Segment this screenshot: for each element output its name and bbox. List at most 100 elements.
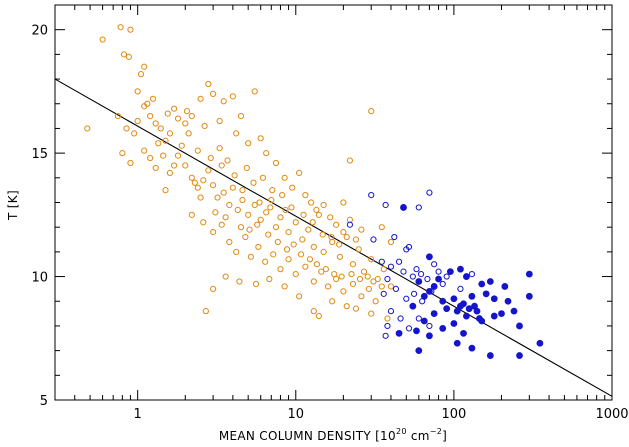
data-point-series-1 [348, 270, 355, 278]
data-point-series-1 [336, 253, 343, 260]
data-point-series-3 [435, 275, 442, 283]
data-point-series-1 [174, 152, 182, 159]
data-point-series-3 [457, 302, 464, 310]
data-point-series-1 [207, 154, 214, 162]
data-point-series-3 [516, 322, 523, 330]
data-point-series-1 [188, 174, 195, 181]
data-point-series-1 [147, 154, 154, 162]
data-point-series-3 [453, 339, 461, 347]
data-point-series-1 [131, 130, 138, 137]
data-point-series-2 [400, 268, 407, 275]
data-point-series-1 [220, 189, 227, 196]
data-point-series-1 [220, 98, 227, 105]
data-point-series-1 [277, 214, 284, 221]
data-point-series-1 [343, 233, 350, 241]
x-axis-label: MEAN COLUMN DENSITY [1020 cm−2] [219, 427, 447, 443]
data-point-series-1 [210, 182, 217, 189]
data-point-series-2 [397, 315, 404, 322]
data-point-series-1 [378, 224, 385, 231]
data-point-series-2 [392, 285, 400, 293]
data-point-series-3 [468, 292, 476, 300]
data-point-series-1 [370, 278, 377, 285]
data-point-series-1 [229, 184, 236, 191]
data-point-series-2 [378, 258, 385, 265]
data-point-series-1 [313, 206, 320, 214]
data-point-series-1 [340, 288, 347, 295]
data-point-series-1 [387, 283, 395, 290]
data-point-series-3 [409, 302, 417, 310]
data-point-series-3 [426, 287, 433, 295]
data-point-series-3 [400, 204, 407, 211]
data-point-series-1 [257, 216, 264, 223]
data-point-series-3 [415, 347, 423, 355]
data-point-series-1 [188, 112, 195, 120]
data-point-series-3 [420, 317, 428, 325]
data-point-series-1 [310, 278, 317, 285]
data-point-series-2 [415, 315, 422, 322]
data-point-series-1 [152, 164, 159, 172]
data-point-series-1 [84, 125, 91, 132]
data-point-series-2 [413, 266, 420, 273]
data-point-series-1 [356, 275, 364, 283]
data-point-series-1 [355, 246, 362, 253]
data-point-series-1 [171, 105, 178, 112]
data-point-series-1 [346, 157, 354, 164]
data-point-series-2 [382, 201, 389, 209]
data-point-series-1 [360, 268, 368, 275]
data-point-series-1 [292, 270, 299, 278]
data-point-series-1 [147, 112, 154, 120]
data-point-series-1 [282, 206, 289, 214]
data-points [84, 24, 544, 359]
data-point-series-1 [212, 209, 219, 216]
data-point-series-1 [245, 140, 252, 147]
data-point-series-2 [457, 285, 464, 293]
data-point-series-1 [349, 280, 357, 288]
axis-ticks [54, 4, 613, 401]
data-point-series-1 [305, 226, 312, 233]
data-point-series-1 [141, 147, 148, 154]
data-point-series-3 [482, 290, 490, 298]
data-point-series-1 [218, 221, 225, 228]
data-point-series-1 [125, 53, 132, 60]
data-point-series-3 [510, 307, 518, 315]
data-point-series-2 [405, 325, 413, 332]
x-tick-label: 100 [441, 407, 466, 422]
data-point-series-1 [340, 199, 347, 206]
x-tick-label: 1 [134, 407, 142, 422]
data-point-series-1 [358, 293, 365, 300]
data-point-series-1 [322, 266, 329, 273]
data-point-series-2 [435, 268, 442, 275]
data-point-series-1 [114, 112, 122, 120]
data-point-series-1 [285, 256, 292, 263]
data-point-series-1 [329, 238, 336, 246]
data-point-series-2 [395, 258, 403, 265]
data-point-series-3 [468, 344, 476, 352]
data-point-series-3 [486, 278, 494, 285]
data-point-series-3 [463, 273, 470, 280]
data-point-series-1 [257, 135, 264, 142]
data-point-series-1 [202, 308, 209, 315]
data-point-series-1 [197, 95, 204, 102]
data-point-series-3 [478, 280, 486, 288]
data-point-series-1 [308, 199, 315, 206]
data-point-series-1 [315, 211, 322, 218]
data-point-series-1 [237, 112, 245, 120]
data-point-series-1 [233, 248, 240, 255]
data-point-series-1 [368, 108, 375, 115]
data-point-series-1 [226, 201, 233, 209]
data-point-series-1 [218, 162, 225, 169]
data-point-series-1 [127, 159, 134, 167]
data-point-series-1 [272, 224, 280, 231]
data-point-series-1 [155, 140, 162, 147]
data-point-series-1 [387, 238, 395, 246]
tick-labels: 1 10 100 1000 5 10 15 20 [31, 24, 628, 422]
x-tick-label: 1000 [595, 407, 628, 422]
data-point-series-1 [205, 80, 212, 88]
data-point-series-2 [409, 273, 416, 280]
data-point-series-3 [413, 327, 420, 335]
data-point-series-2 [380, 290, 387, 297]
data-point-series-1 [309, 219, 316, 226]
data-point-series-1 [262, 258, 269, 265]
data-point-series-1 [194, 184, 201, 191]
data-point-series-1 [380, 266, 387, 273]
